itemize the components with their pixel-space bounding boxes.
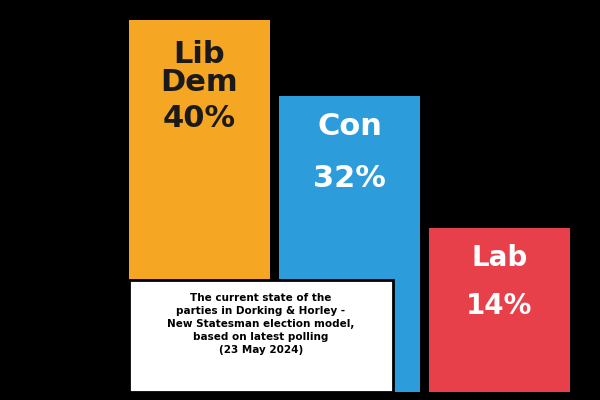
Text: 40%: 40% <box>163 104 236 133</box>
Text: Lab: Lab <box>472 244 527 272</box>
FancyBboxPatch shape <box>279 96 420 392</box>
FancyBboxPatch shape <box>429 228 570 392</box>
Text: Con: Con <box>317 112 382 141</box>
Text: The current state of the
parties in Dorking & Horley -
New Statesman election mo: The current state of the parties in Dork… <box>167 293 355 355</box>
Text: Lib
Dem: Lib Dem <box>161 40 238 97</box>
Text: 14%: 14% <box>466 292 533 320</box>
Text: 32%: 32% <box>313 164 386 193</box>
FancyBboxPatch shape <box>129 20 270 392</box>
FancyBboxPatch shape <box>129 280 393 392</box>
